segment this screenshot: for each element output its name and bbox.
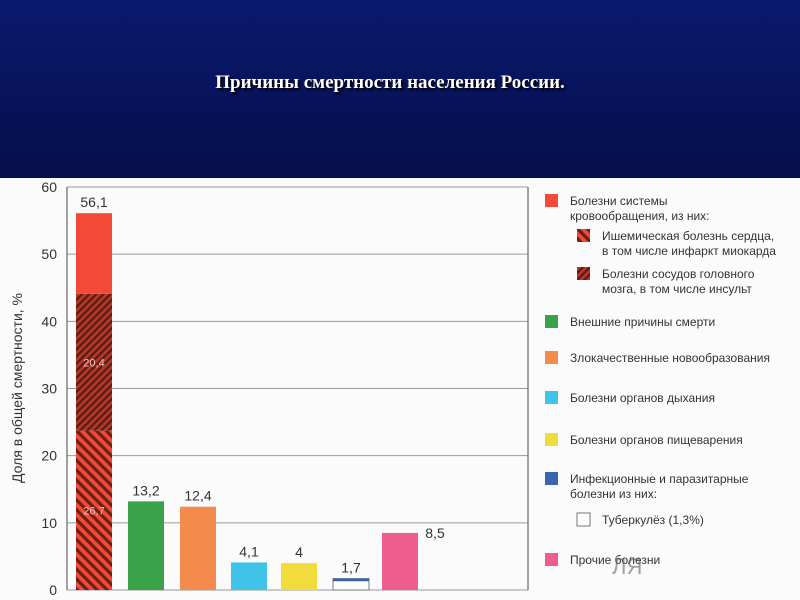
grid-layer [67, 186, 528, 591]
y-axis-label: Доля в общей смертности, % [9, 293, 25, 483]
y-tick-label: 50 [41, 246, 57, 262]
bar-external [128, 501, 164, 590]
legend-swatch [545, 315, 558, 328]
slide-header: Причины смертности населения России. [0, 0, 800, 178]
watermark-text: ЛЯ [612, 554, 642, 579]
bar-oncology [180, 506, 216, 590]
y-tick-label: 30 [41, 381, 57, 397]
bar-value-label: 56,1 [80, 194, 107, 210]
legend-swatch [576, 512, 591, 527]
segment-label: 26,7 [83, 505, 104, 517]
legend-swatch [545, 351, 558, 364]
legend-label: Болезни органов пищеварения [570, 433, 743, 447]
legend-swatch [545, 433, 558, 446]
bar-segment-circulatory [76, 213, 112, 294]
bar-value-label: 13,2 [132, 482, 159, 498]
legend-swatch [545, 472, 558, 485]
bar-value-label: 12,4 [184, 488, 211, 504]
y-tick-label: 20 [41, 448, 57, 464]
bar-value-label: 4 [295, 544, 303, 560]
slide-title: Причины смертности населения России. [215, 72, 565, 93]
legend-swatch [545, 194, 558, 207]
legend-swatch [545, 391, 558, 404]
bar-segment-circulatory [76, 293, 112, 431]
legend-label: Болезни системы кровообращения, из них: [570, 194, 710, 223]
bar-value-label: 4,1 [239, 543, 259, 559]
bar-value-label: 1,7 [341, 560, 361, 576]
segment-label: 20,4 [83, 357, 104, 369]
legend-label: Болезни органов дыхания [570, 391, 715, 405]
legend-layer: Болезни системы кровообращения, из них: Иш… [545, 194, 776, 567]
y-tick-label: 40 [41, 313, 57, 329]
y-tick-label: 10 [41, 515, 57, 531]
y-tick-label: 60 [41, 179, 57, 195]
legend-label: Инфекционные и паразитарные болезни из ни… [570, 472, 749, 501]
bar-respiratory [231, 562, 267, 590]
y-tick-label: 0 [49, 582, 57, 598]
legend-swatch [577, 267, 590, 280]
bar-value-label: 8,5 [425, 525, 445, 541]
legend-label: Внешние причины смерти [570, 315, 715, 329]
legend-label: Ишемическая болезнь сердца, в том числе и… [602, 229, 776, 258]
legend-label: Прочие болезни [570, 553, 660, 567]
bar-layer: 26,7 20,4 56,1 13,2 12,4 4,1 4 1,7 8,5 [76, 194, 445, 591]
bar-segment-circulatory [76, 430, 112, 590]
bar-other [382, 532, 418, 590]
legend-label: Болезни сосудов головного мозга, в том чи… [602, 267, 755, 296]
bar-digestive [281, 563, 317, 590]
legend-swatch [577, 229, 590, 242]
legend-label: Туберкулёз (1,3%) [602, 513, 704, 527]
legend-label: Злокачественные новообразования [570, 351, 770, 365]
axis-layer: 0 10 20 30 40 50 60 [41, 179, 529, 598]
legend-swatch [545, 553, 558, 566]
bar-segment-infectious [333, 578, 369, 582]
